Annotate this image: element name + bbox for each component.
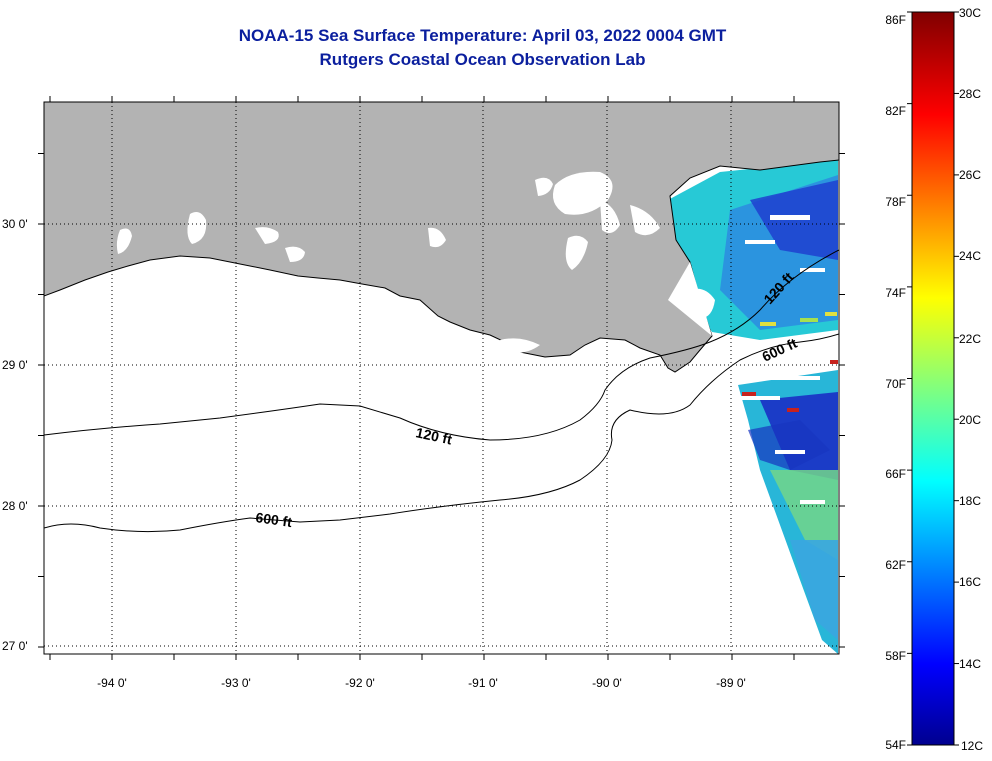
cb-c-28: 28C [959, 87, 981, 101]
cb-c-16: 16C [959, 575, 981, 589]
sst-swath [668, 160, 838, 654]
cb-f-74: 74F [885, 286, 906, 300]
cb-c-18: 18C [959, 494, 981, 508]
lat-label-30: 30 0' [2, 217, 28, 231]
cb-c-26: 26C [959, 168, 981, 182]
contour-label-120-west: 120 ft [414, 424, 453, 447]
cb-f-70: 70F [885, 377, 906, 391]
lon-label-91: -91 0' [468, 676, 498, 690]
cb-c-24: 24C [959, 249, 981, 263]
grid-lines [44, 102, 839, 654]
plot-frame [43, 101, 840, 655]
cb-f-66: 66F [885, 467, 906, 481]
lat-label-29: 29 0' [2, 358, 28, 372]
cb-f-86: 86F [885, 13, 906, 27]
lon-label-90: -90 0' [592, 676, 622, 690]
contour-120ft [44, 249, 839, 441]
cb-f-54: 54F [885, 738, 906, 752]
colorbar-ticks [907, 11, 959, 746]
cb-c-12: 12C [961, 739, 983, 753]
cb-c-22: 22C [959, 332, 981, 346]
cb-f-78: 78F [885, 195, 906, 209]
axis-ticks [38, 96, 845, 660]
lat-label-28: 28 0' [2, 499, 28, 513]
cb-c-30: 30C [959, 6, 981, 20]
lon-label-92: -92 0' [345, 676, 375, 690]
lon-label-93: -93 0' [221, 676, 251, 690]
lat-label-27: 27 0' [2, 639, 28, 653]
lon-label-94: -94 0' [97, 676, 127, 690]
cloud-patch [668, 262, 712, 336]
cb-c-14: 14C [959, 657, 981, 671]
colorbar [911, 11, 955, 746]
cb-f-58: 58F [885, 649, 906, 663]
cb-c-20: 20C [959, 413, 981, 427]
title-line-1: NOAA-15 Sea Surface Temperature: April 0… [238, 26, 727, 45]
title-line-2: Rutgers Coastal Ocean Observation Lab [319, 50, 646, 69]
contour-600ft [44, 333, 839, 533]
inland-water [116, 171, 715, 354]
cb-f-62: 62F [885, 558, 906, 572]
contour-label-600-west: 600 ft [255, 509, 294, 530]
lon-label-89: -89 0' [716, 676, 746, 690]
cb-f-82: 82F [885, 104, 906, 118]
